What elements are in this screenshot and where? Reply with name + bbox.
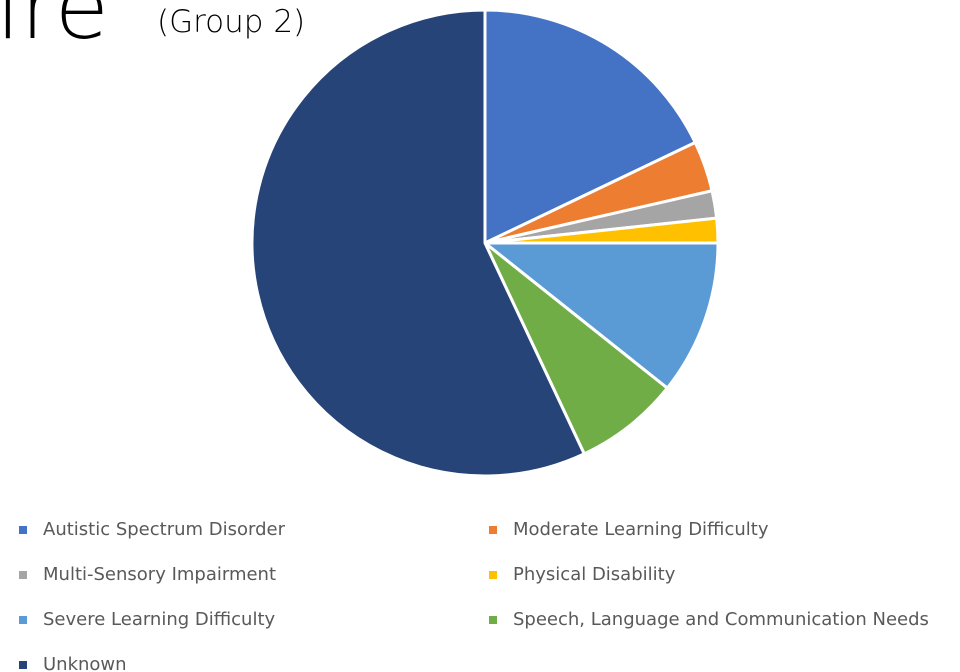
legend-label: Physical Disability [513, 564, 676, 585]
legend-label: Speech, Language and Communication Needs [513, 609, 929, 630]
legend-swatch [489, 571, 497, 579]
pie-slice [483, 8, 698, 246]
pie-slice [250, 8, 587, 478]
chart-subtitle: (Group 2) [157, 4, 305, 40]
legend-swatch [19, 526, 27, 534]
pie-slice [483, 241, 670, 456]
pie-slice [480, 241, 720, 391]
legend-label: Multi-Sensory Impairment [43, 564, 276, 585]
legend-swatch [19, 661, 27, 669]
chart-title: ire [0, 0, 109, 59]
legend-label: Severe Learning Difficulty [43, 609, 276, 630]
legend-swatch [19, 616, 27, 624]
legend-label: Unknown [43, 654, 127, 672]
legend-label: Autistic Spectrum Disorder [43, 519, 286, 540]
legend-swatch [19, 571, 27, 579]
legend-swatch [489, 616, 497, 624]
legend-swatch [489, 526, 497, 534]
legend-label: Moderate Learning Difficulty [513, 519, 769, 540]
